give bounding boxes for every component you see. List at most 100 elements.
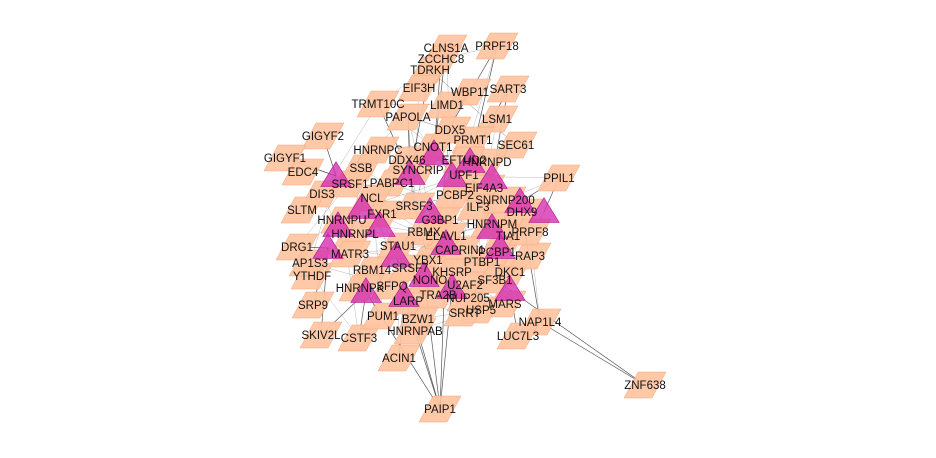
node-label-syncrip: SYNCRIP	[392, 165, 443, 177]
node-label-usp5: USP5	[466, 305, 496, 317]
node-label-sart3: SART3	[490, 84, 527, 96]
node-label-caprin1: CAPRIN1	[435, 245, 485, 257]
hub-node-triangle	[320, 161, 352, 187]
node-label-elavl1: ELAVL1	[425, 231, 466, 243]
node-label-eftud2: EFTUD2	[442, 155, 487, 167]
node-label-hnrnpab: HNRNPAB	[387, 326, 443, 338]
node-trmt10c	[356, 90, 400, 118]
node-label-cnot1: CNOT1	[414, 142, 453, 154]
hub-node-triangle	[484, 233, 516, 259]
hub-node-triangle	[436, 273, 468, 299]
hub-node-triangle	[346, 193, 378, 219]
node-pcbp2	[433, 181, 477, 209]
node-eif3h	[397, 74, 441, 102]
node-label-acin1: ACIN1	[382, 353, 416, 365]
node-label-g3bp1: G3BP1	[421, 215, 458, 227]
hub-node-triangle	[394, 159, 426, 185]
node-label-cstf3: CSTF3	[341, 333, 377, 345]
node-label-gigyf1: GIGYF1	[264, 153, 306, 165]
hub-node-triangle	[430, 229, 462, 255]
node-label-larp: LARP	[393, 296, 423, 308]
node-label-skiv2l: SKIV2L	[302, 330, 342, 342]
node-label-eif3h: EIF3H	[403, 83, 436, 95]
core-edge	[429, 69, 517, 146]
node-lsm1	[475, 105, 519, 133]
edge-skiv2l-hub9	[320, 247, 329, 336]
node-label-edc4: EDC4	[288, 167, 319, 179]
node-acin1	[377, 344, 421, 372]
node-label-ptbp1: PTBP1	[464, 257, 500, 269]
node-label-u2af2: U2AF2	[447, 280, 483, 292]
node-label-dkc1: DKC1	[495, 267, 526, 279]
node-label-limd1: LIMD1	[430, 100, 464, 112]
hub-node-triangle	[418, 139, 450, 165]
node-label-ybx1: YBX1	[413, 255, 442, 267]
hub-node-triangle	[364, 211, 396, 237]
node-edc4	[281, 158, 325, 186]
node-label-ythdf: YTHDF	[293, 271, 331, 283]
node-label-ddx5: DDX5	[435, 125, 466, 137]
node-label-prpf18: PRPF18	[475, 41, 518, 53]
node-label-nup205: NUP205	[446, 293, 489, 305]
node-label-ddx46: DDX46	[388, 155, 425, 167]
node-label-srp9: SRP9	[298, 300, 328, 312]
node-label-srsf3: SRSF3	[395, 201, 432, 213]
node-label-tra2b: TRA2B	[419, 290, 456, 302]
node-ppil1	[537, 164, 581, 192]
node-label-ppil1: PPIL1	[543, 173, 574, 185]
node-sart3	[486, 75, 530, 103]
node-prpf18	[475, 32, 519, 60]
hub-node-triangle	[350, 277, 382, 303]
node-label-prpf8: PRPF8	[511, 227, 548, 239]
node-gigyf2	[301, 122, 345, 150]
hub-node-triangle	[528, 197, 560, 223]
hub-node-triangle	[504, 187, 536, 213]
node-label-tdrkh: TDRKH	[410, 65, 450, 77]
node-label-ap1s3: AP1S3	[292, 258, 328, 270]
node-label-hnrnpk: HNRNPK	[336, 283, 385, 295]
node-label-srsf7: SRSF7	[391, 263, 428, 275]
node-label-stau1: STAU1	[380, 241, 416, 253]
node-label-eif4a3: EIF4A3	[465, 183, 503, 195]
node-label-nap1l4: NAP1L4	[519, 317, 562, 329]
node-label-pabpc1: PABPC1	[370, 178, 415, 190]
node-label-ssb: SSB	[349, 163, 372, 175]
node-label-paip1: PAIP1	[424, 404, 456, 416]
hub-node-triangle	[476, 163, 508, 189]
node-label-khsrp: KHSRP	[432, 267, 472, 279]
hub-node-triangle	[380, 241, 412, 267]
node-paip1	[418, 395, 462, 423]
node-luc7l3	[496, 322, 540, 350]
node-papola	[386, 103, 430, 131]
node-label-matr3: MATR3	[331, 249, 369, 261]
node-label-wbp11: WBP11	[451, 87, 489, 99]
node-label-snrnp200: SNRNP200	[475, 195, 534, 207]
hub-node-triangle	[436, 161, 468, 187]
node-label-luc7l3: LUC7L3	[497, 331, 539, 343]
node-label-ilf3: ILF3	[466, 202, 489, 214]
node-label-clns1a: CLNS1A	[424, 43, 469, 55]
hub-node-triangle	[454, 147, 486, 173]
hub-node-triangle	[322, 211, 354, 237]
node-label-hnrnpu: HNRNPU	[317, 215, 366, 227]
node-label-sf3b1: SF3B1	[477, 275, 512, 287]
node-srp9	[291, 291, 335, 319]
node-hnrnpc	[356, 136, 400, 164]
node-label-ncl: NCL	[360, 193, 384, 205]
node-label-papola: PAPOLA	[385, 112, 430, 124]
node-label-srrt: SRRT	[449, 308, 480, 320]
node-znf638	[623, 371, 667, 399]
node-rap3	[508, 242, 552, 270]
core-edge	[429, 69, 517, 146]
node-label-mars: MARS	[488, 299, 522, 311]
hub-node-triangle	[312, 233, 344, 259]
node-ddx5	[428, 116, 472, 144]
node-label-zcchc8: ZCCHC8	[418, 54, 465, 66]
node-label-drg1: DRG1	[281, 242, 313, 254]
node-label-rap3: RAP3	[515, 251, 545, 263]
node-ilf3	[456, 193, 500, 221]
edge-znf638-nap1l4	[539, 321, 646, 386]
